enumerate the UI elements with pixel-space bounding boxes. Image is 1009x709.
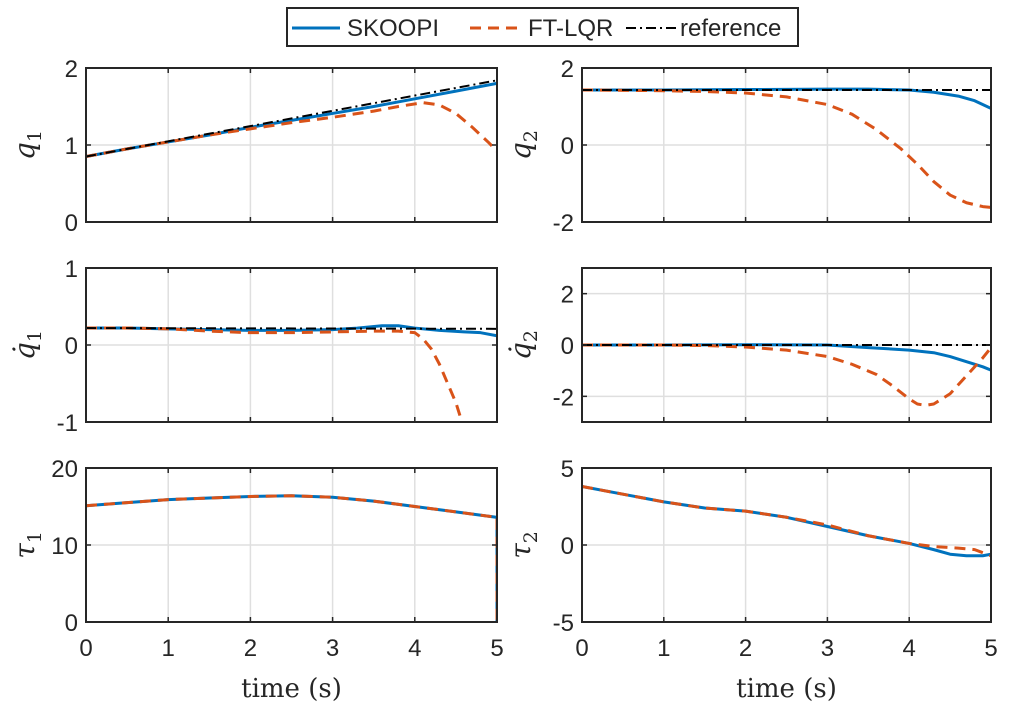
y-tick-label: 0 xyxy=(65,210,78,237)
y-axis-label: q1 xyxy=(8,130,46,160)
y-tick-label: -1 xyxy=(57,410,78,437)
x-tick-label: 5 xyxy=(984,635,997,662)
x-axis-label: time (s) xyxy=(241,674,342,704)
x-tick-label: 3 xyxy=(326,635,339,662)
x-tick-label: 1 xyxy=(162,635,175,662)
x-tick-label: 2 xyxy=(739,635,752,662)
legend-label-ftlqr: FT-LQR xyxy=(528,15,613,42)
y-axis-label: τ2 xyxy=(504,531,542,559)
y-axis-label-main: q̇ xyxy=(504,342,537,360)
y-axis-label-subscript: 2 xyxy=(520,330,542,342)
y-axis-label-subscript: 1 xyxy=(24,130,46,142)
y-tick-label: 1 xyxy=(65,256,78,283)
y-tick-label: 1 xyxy=(65,133,78,160)
y-tick-label: 0 xyxy=(561,333,574,360)
y-tick-label: -2 xyxy=(553,210,574,237)
y-tick-label: 20 xyxy=(51,456,78,483)
y-tick-label: 2 xyxy=(561,282,574,309)
y-tick-label: 2 xyxy=(65,56,78,83)
y-axis-label-subscript: 2 xyxy=(520,130,542,142)
x-tick-label: 0 xyxy=(79,635,92,662)
legend-box xyxy=(286,7,799,47)
series-line-ftlqr xyxy=(582,485,991,558)
y-axis-label-subscript: 1 xyxy=(24,330,46,342)
series-line-ftlqr xyxy=(86,101,497,159)
x-tick-label: 5 xyxy=(490,635,503,662)
y-axis-label: τ1 xyxy=(8,531,46,559)
legend-label-reference: reference xyxy=(680,15,781,42)
y-axis-label-main: τ xyxy=(8,543,41,559)
series-line-ftlqr xyxy=(86,326,462,417)
x-tick-label: 0 xyxy=(575,635,588,662)
x-tick-label: 4 xyxy=(408,635,421,662)
series-line-reference xyxy=(86,79,497,158)
x-axis-label: time (s) xyxy=(736,674,837,704)
y-tick-label: -5 xyxy=(553,610,574,637)
legend: SKOOPI FT-LQR reference xyxy=(286,7,799,47)
y-tick-label: 0 xyxy=(65,610,78,637)
y-tick-label: 10 xyxy=(51,533,78,560)
y-tick-label: 0 xyxy=(65,333,78,360)
y-axis-label-subscript: 1 xyxy=(24,531,46,543)
x-tick-label: 3 xyxy=(821,635,834,662)
grid xyxy=(582,68,991,222)
series-group xyxy=(86,324,497,417)
series-group xyxy=(86,79,497,159)
y-axis-label-main: q xyxy=(504,142,537,160)
y-axis-label: q̇2 xyxy=(504,330,542,360)
series-line-ftlqr xyxy=(86,494,497,622)
y-tick-label: 0 xyxy=(561,133,574,160)
series-group xyxy=(582,87,991,209)
y-axis-label-main: q̇ xyxy=(8,342,41,360)
x-tick-label: 2 xyxy=(244,635,257,662)
y-axis-label: q̇1 xyxy=(8,330,46,360)
y-axis-label-subscript: 2 xyxy=(520,531,542,543)
y-tick-label: 5 xyxy=(561,456,574,483)
x-tick-label: 1 xyxy=(657,635,670,662)
y-tick-label: -2 xyxy=(553,384,574,411)
legend-label-skoopi: SKOOPI xyxy=(347,15,439,42)
y-axis-label-main: τ xyxy=(504,543,537,559)
y-axis-label: q2 xyxy=(504,130,542,160)
y-axis-label-main: q xyxy=(8,142,41,160)
y-tick-label: 2 xyxy=(561,56,574,83)
x-tick-label: 4 xyxy=(903,635,916,662)
series-group xyxy=(582,485,991,558)
y-tick-label: 0 xyxy=(561,533,574,560)
series-group xyxy=(582,343,991,407)
series-line-reference xyxy=(86,327,497,330)
grid xyxy=(86,468,497,622)
